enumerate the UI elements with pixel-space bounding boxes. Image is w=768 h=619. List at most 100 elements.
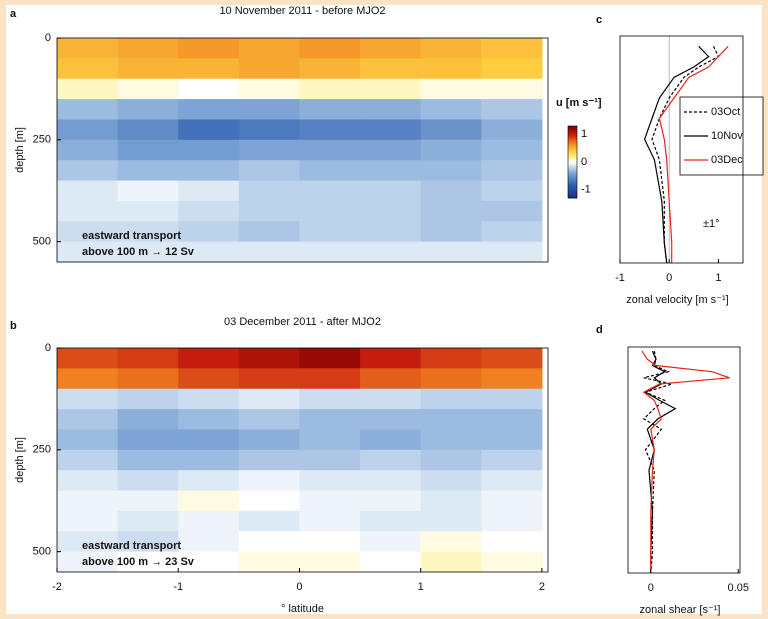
- colorbar-segment: [568, 182, 577, 185]
- heatmap-cell: [117, 470, 179, 492]
- colorbar-segment: [568, 170, 577, 173]
- heatmap-cell: [420, 409, 482, 430]
- heatmap-cell: [57, 78, 119, 100]
- heatmap-cell: [420, 78, 482, 100]
- x-tick-label: -1: [615, 272, 625, 284]
- heatmap-cell: [57, 490, 119, 512]
- colorbar-segment: [568, 152, 577, 155]
- colorbar-segment: [568, 128, 577, 131]
- annotation: eastward transport: [82, 540, 181, 552]
- colorbar-segment: [568, 196, 577, 199]
- x-tick-label: 0.05: [728, 582, 749, 594]
- heatmap-cell: [238, 38, 300, 59]
- heatmap-cell: [299, 241, 361, 263]
- heatmap-cell: [360, 241, 422, 263]
- heatmap-cell: [178, 531, 240, 553]
- heatmap-cell: [57, 531, 119, 553]
- plot-frame: [619, 35, 744, 264]
- heatmap-cell: [299, 221, 361, 243]
- heatmap-cell: [420, 531, 482, 553]
- heatmap-cell: [420, 429, 482, 451]
- heatmap-cell: [420, 510, 482, 532]
- heatmap-cell: [57, 38, 119, 59]
- heatmap-cell: [360, 200, 422, 222]
- annotation: ±1°: [703, 218, 720, 230]
- heatmap-cell: [420, 388, 482, 410]
- colorbar-segment: [568, 138, 577, 141]
- heatmap-cell: [360, 139, 422, 161]
- heatmap-cell: [299, 510, 361, 532]
- heatmap-cell: [57, 348, 119, 369]
- heatmap-cell: [420, 58, 482, 80]
- heatmap-cell: [360, 221, 422, 243]
- heatmap-cell: [299, 470, 361, 492]
- colorbar-segment: [568, 162, 577, 165]
- heatmap-cell: [420, 139, 482, 161]
- heatmap-cell: [178, 139, 240, 161]
- x-tick-label: 0: [648, 582, 654, 594]
- heatmap-cell: [481, 221, 543, 243]
- heatmap-cell: [420, 551, 482, 573]
- colorbar-segment: [568, 194, 577, 197]
- y-tick-label: 500: [33, 546, 51, 558]
- colorbar-segment: [568, 156, 577, 159]
- colorbar-segment: [568, 142, 577, 145]
- heatmap-cell: [481, 531, 543, 553]
- heatmap-cell: [299, 429, 361, 451]
- x-tick-label: 2: [539, 581, 545, 593]
- heatmap-cell: [178, 221, 240, 243]
- colorbar-segment: [568, 144, 577, 147]
- heatmap-cell: [360, 551, 422, 573]
- heatmap-cell: [420, 221, 482, 243]
- heatmap-cell: [178, 58, 240, 80]
- heatmap-cell: [299, 78, 361, 100]
- colorbar-segment: [568, 174, 577, 177]
- heatmap-cell: [299, 368, 361, 390]
- colorbar-frame: [567, 125, 578, 199]
- heatmap-cell: [57, 241, 119, 263]
- heatmap-cell: [117, 99, 179, 120]
- colorbar-segment: [568, 130, 577, 133]
- heatmap-cell: [117, 551, 179, 573]
- heatmap-cell: [299, 490, 361, 512]
- heatmap-cell: [178, 348, 240, 369]
- heatmap-cell: [238, 368, 300, 390]
- colorbar-tick-label: 0: [581, 156, 587, 168]
- heatmap-cell: [299, 348, 361, 369]
- heatmap-cell: [57, 119, 119, 141]
- heatmap-cell: [117, 38, 179, 59]
- panel-title: 03 December 2011 - after MJO2: [224, 316, 381, 328]
- heatmap-cell: [481, 119, 543, 141]
- heatmap-cell: [420, 99, 482, 120]
- heatmap-cell: [481, 139, 543, 161]
- colorbar-segment: [568, 126, 577, 129]
- x-axis-label: zonal velocity [m s⁻¹]: [626, 294, 728, 306]
- colorbar-segment: [568, 154, 577, 157]
- colorbar-segment: [568, 134, 577, 137]
- heatmap-cell: [57, 58, 119, 80]
- heatmap-cell: [57, 409, 119, 430]
- heatmap-cell: [238, 429, 300, 451]
- x-tick-label: -2: [52, 581, 62, 593]
- heatmap-cell: [481, 348, 543, 369]
- colorbar-segment: [568, 172, 577, 175]
- y-axis-label: depth [m]: [14, 437, 26, 483]
- colorbar-segment: [568, 178, 577, 181]
- heatmap-cell: [299, 58, 361, 80]
- y-tick-label: 250: [33, 444, 51, 456]
- panel-letter: b: [10, 320, 17, 332]
- colorbar-segment: [568, 160, 577, 163]
- profile-line: [658, 45, 729, 263]
- heatmap-cell: [360, 490, 422, 512]
- heatmap-cell: [238, 348, 300, 369]
- heatmap-cell: [481, 449, 543, 471]
- heatmap-cell: [117, 160, 179, 182]
- heatmap-cell: [481, 429, 543, 451]
- heatmap-cell: [238, 58, 300, 80]
- heatmap-cell: [238, 139, 300, 161]
- heatmap-cell: [360, 58, 422, 80]
- heatmap-cell: [57, 470, 119, 492]
- colorbar-segment: [568, 132, 577, 135]
- colorbar-segment: [568, 190, 577, 193]
- heatmap-cell: [481, 510, 543, 532]
